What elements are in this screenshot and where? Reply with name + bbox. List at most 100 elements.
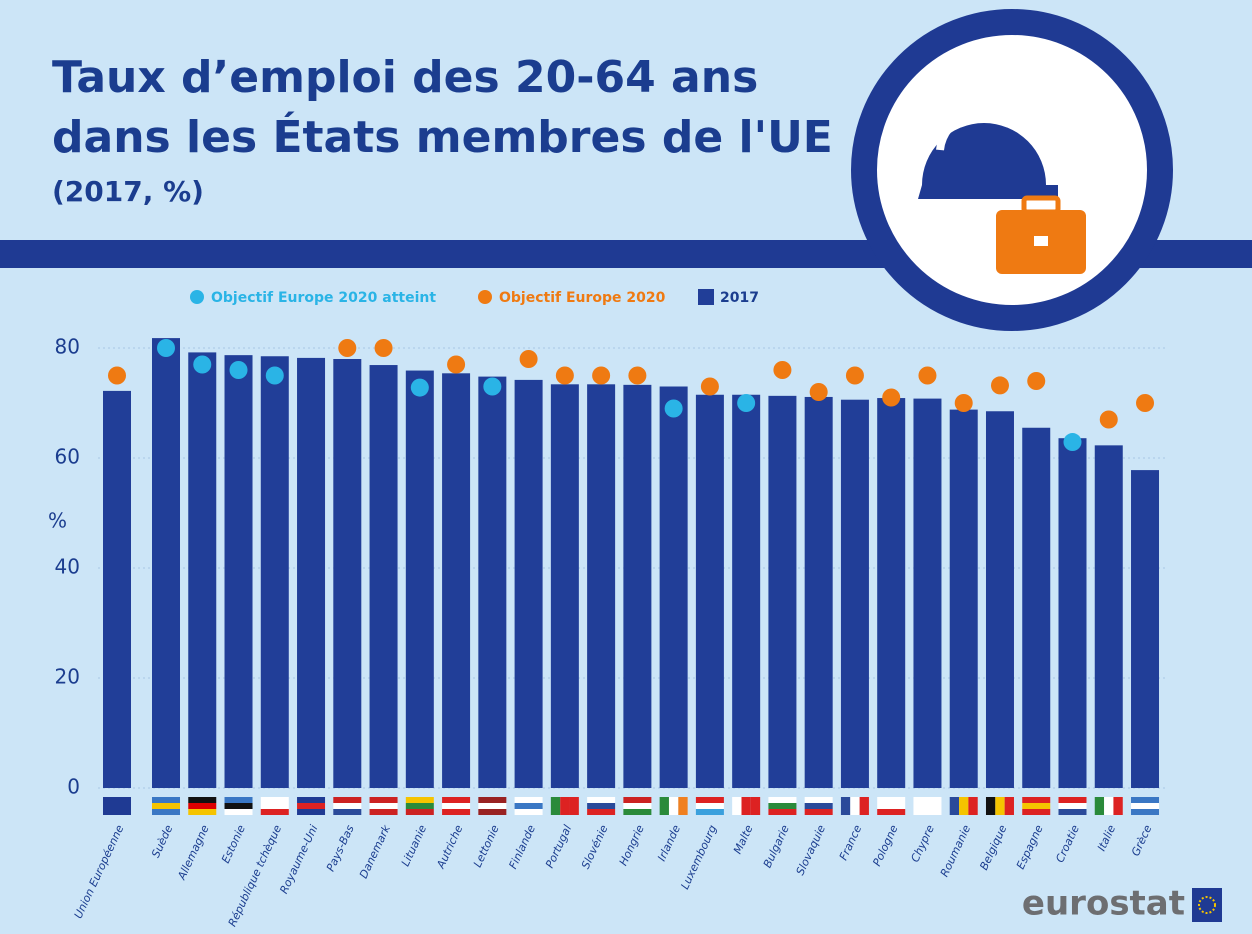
flag xyxy=(333,803,361,809)
target-dot xyxy=(1136,394,1154,412)
flag xyxy=(805,797,833,803)
flag xyxy=(696,803,724,809)
bar xyxy=(696,395,724,788)
flag xyxy=(1059,809,1087,815)
flag xyxy=(551,797,560,815)
target-dot xyxy=(592,367,610,385)
target-dot xyxy=(628,367,646,385)
flag xyxy=(986,797,995,815)
flag xyxy=(1005,797,1014,815)
flag xyxy=(805,809,833,815)
flag xyxy=(515,803,543,809)
target-dot xyxy=(846,367,864,385)
y-axis-label: % xyxy=(48,509,67,533)
flag xyxy=(678,797,687,815)
bar xyxy=(1095,445,1123,788)
bar xyxy=(370,365,398,788)
target-dot xyxy=(447,356,465,374)
flag xyxy=(188,809,216,815)
flag xyxy=(515,797,543,803)
bar xyxy=(732,395,760,788)
flag xyxy=(370,803,398,809)
bar xyxy=(297,358,325,788)
target-dot xyxy=(230,361,248,379)
target-dot xyxy=(108,367,126,385)
flag xyxy=(478,803,506,809)
flag xyxy=(1059,803,1087,809)
bar xyxy=(841,400,869,788)
flag xyxy=(1131,809,1159,815)
target-dot xyxy=(810,383,828,401)
target-dot xyxy=(1100,411,1118,429)
target-dot xyxy=(556,367,574,385)
flag xyxy=(1104,797,1113,815)
flag xyxy=(261,809,289,815)
bar xyxy=(442,373,470,788)
target-dot xyxy=(266,367,284,385)
y-tick-label: 80 xyxy=(55,335,80,359)
flag xyxy=(297,797,325,803)
flag xyxy=(152,809,180,815)
flag xyxy=(560,797,569,815)
flag xyxy=(1113,797,1122,815)
flag xyxy=(968,797,977,815)
bar xyxy=(986,411,1014,788)
target-dot xyxy=(520,350,538,368)
flag xyxy=(805,803,833,809)
flag xyxy=(152,797,180,803)
flag xyxy=(877,809,905,815)
bar xyxy=(406,371,434,788)
flag xyxy=(913,797,941,803)
flag xyxy=(850,797,859,815)
bar xyxy=(660,387,688,789)
target-dot xyxy=(193,356,211,374)
flag xyxy=(877,803,905,809)
target-dot xyxy=(955,394,973,412)
target-dot xyxy=(737,394,755,412)
bar xyxy=(515,380,543,788)
target-dot xyxy=(773,361,791,379)
flag xyxy=(297,809,325,815)
flag xyxy=(860,797,869,815)
legend-swatch xyxy=(478,290,492,304)
flag xyxy=(913,809,941,815)
flag xyxy=(442,809,470,815)
flag xyxy=(696,797,724,803)
flag xyxy=(959,797,968,815)
flag xyxy=(587,803,615,809)
bar xyxy=(950,410,978,788)
target-dot xyxy=(411,379,429,397)
bar xyxy=(188,352,216,788)
flag xyxy=(570,797,579,815)
flag xyxy=(587,797,615,803)
y-tick-label: 40 xyxy=(55,555,80,579)
flag xyxy=(732,797,741,815)
flag xyxy=(188,803,216,809)
target-dot xyxy=(665,400,683,418)
y-tick-label: 20 xyxy=(55,665,80,689)
flag xyxy=(225,809,253,815)
flag xyxy=(333,797,361,803)
bar xyxy=(152,338,180,788)
legend-label: Objectif Europe 2020 atteint xyxy=(211,290,436,306)
bar xyxy=(333,359,361,788)
flag xyxy=(370,797,398,803)
flag xyxy=(913,803,941,809)
flag xyxy=(623,809,651,815)
bar xyxy=(261,356,289,788)
legend-swatch xyxy=(190,290,204,304)
flag xyxy=(515,809,543,815)
flag xyxy=(741,797,750,815)
flag xyxy=(768,809,796,815)
flag xyxy=(751,797,760,815)
flag xyxy=(623,803,651,809)
bar xyxy=(103,391,131,788)
flag xyxy=(406,803,434,809)
flag xyxy=(406,809,434,815)
legend-label: Objectif Europe 2020 xyxy=(499,290,666,306)
target-dot xyxy=(991,376,1009,394)
target-dot xyxy=(701,378,719,396)
flag xyxy=(188,797,216,803)
subtitle: (2017, %) xyxy=(52,175,204,208)
flag xyxy=(587,809,615,815)
